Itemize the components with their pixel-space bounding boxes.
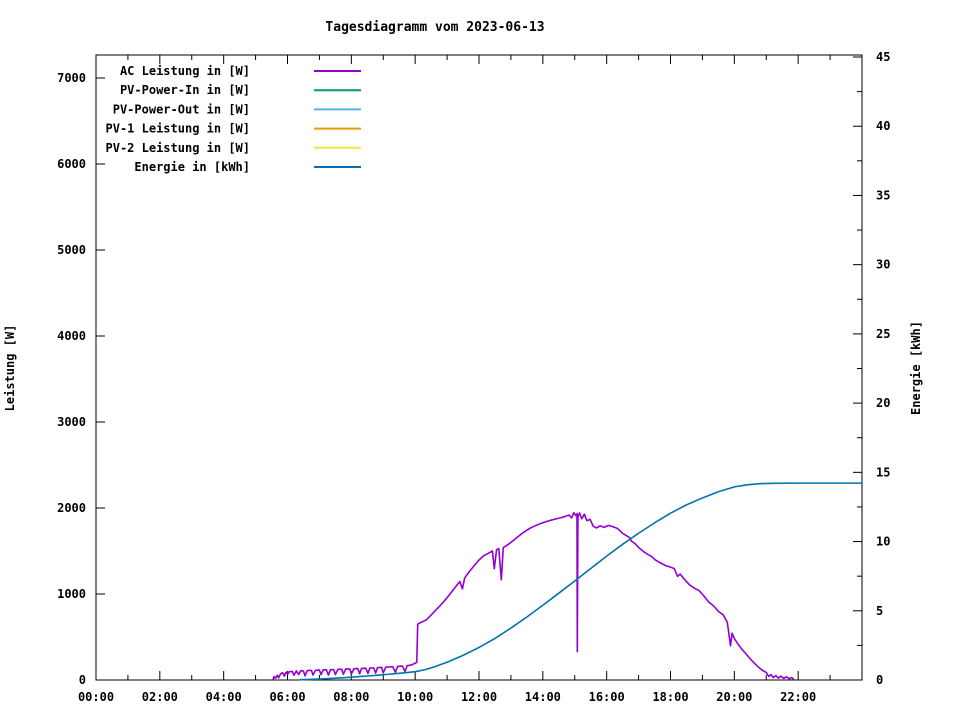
x-tick-label: 20:00 xyxy=(716,690,752,704)
x-tick-label: 00:00 xyxy=(78,690,114,704)
x-tick-label: 16:00 xyxy=(589,690,625,704)
series-line-energie-in-kwh- xyxy=(299,482,863,681)
axis-tick-labels: 00:00 02:00 04:00 06:00 08:00 10:00 12:00 14:00… xyxy=(57,50,890,704)
axis-ticks xyxy=(95,55,863,681)
legend-label: PV-Power-Out in [W] xyxy=(113,102,250,116)
y2-tick-label: 0 xyxy=(876,673,883,687)
y2-axis-label: Energie [kWh] xyxy=(909,321,923,415)
y2-tick-label: 40 xyxy=(876,119,890,133)
x-tick-label: 08:00 xyxy=(333,690,369,704)
legend-item: PV-Power-Out in [W] xyxy=(113,102,361,116)
legend-item: PV-1 Leistung in [W] xyxy=(106,122,361,136)
y2-tick-label: 35 xyxy=(876,188,890,202)
y-axis-label: Leistung [W] xyxy=(3,325,17,412)
legend-label: PV-2 Leistung in [W] xyxy=(106,141,251,155)
y-tick-label: 3000 xyxy=(57,415,86,429)
legend-item: AC Leistung in [W] xyxy=(120,64,361,78)
y-tick-label: 7000 xyxy=(57,71,86,85)
y-tick-label: 0 xyxy=(79,673,86,687)
y2-tick-label: 15 xyxy=(876,465,890,479)
legend-label: PV-Power-In in [W] xyxy=(120,83,250,97)
legend-label: AC Leistung in [W] xyxy=(120,64,250,78)
legend-item: PV-2 Leistung in [W] xyxy=(106,141,361,155)
x-tick-label: 10:00 xyxy=(397,690,433,704)
y2-tick-label: 25 xyxy=(876,327,890,341)
y-tick-label: 4000 xyxy=(57,329,86,343)
y-tick-label: 1000 xyxy=(57,587,86,601)
x-tick-label: 06:00 xyxy=(269,690,305,704)
y2-tick-label: 45 xyxy=(876,50,890,64)
x-tick-label: 04:00 xyxy=(206,690,242,704)
x-tick-label: 12:00 xyxy=(461,690,497,704)
series-line-ac-leistung-in-w- xyxy=(272,511,795,680)
x-tick-label: 18:00 xyxy=(652,690,688,704)
legend: AC Leistung in [W] PV-Power-In in [W] PV-P… xyxy=(106,64,361,174)
y-tick-label: 6000 xyxy=(57,157,86,171)
y-tick-label: 2000 xyxy=(57,501,86,515)
y2-tick-label: 5 xyxy=(876,604,883,618)
x-tick-label: 14:00 xyxy=(525,690,561,704)
legend-item: Energie in [kWh] xyxy=(134,160,361,174)
legend-label: PV-1 Leistung in [W] xyxy=(106,122,251,136)
series-lines xyxy=(272,482,863,681)
y2-tick-label: 10 xyxy=(876,535,890,549)
legend-item: PV-Power-In in [W] xyxy=(120,83,361,97)
y2-tick-label: 20 xyxy=(876,396,890,410)
y2-tick-label: 30 xyxy=(876,258,890,272)
x-tick-label: 02:00 xyxy=(142,690,178,704)
chart-title: Tagesdiagramm vom 2023-06-13 xyxy=(325,20,544,35)
legend-label: Energie in [kWh] xyxy=(134,160,250,174)
y-tick-label: 5000 xyxy=(57,243,86,257)
x-tick-label: 22:00 xyxy=(780,690,816,704)
